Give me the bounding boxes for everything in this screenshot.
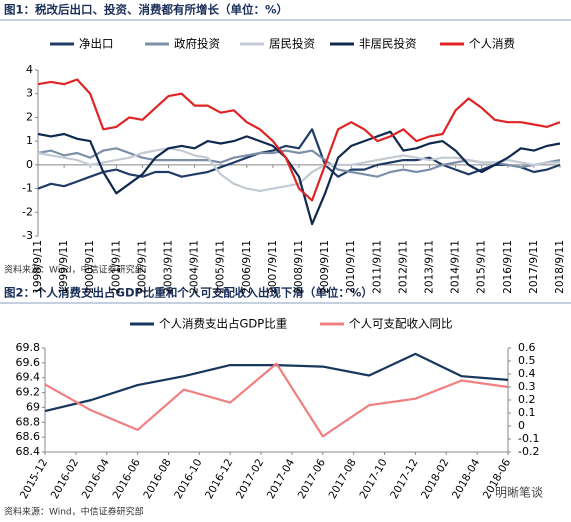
legend-label: 非居民投资 [359,37,417,51]
x-tick-label: 2016/9/11 [502,240,514,294]
series-line [37,147,560,192]
x-tick-label: 2007/9/11 [267,240,279,294]
y2-tick-label: 0.2 [518,393,536,406]
legend-label: 政府投资 [174,37,220,51]
x-tick-label: 2016-12 [203,457,235,501]
x-tick-label: 2000/9/11 [84,240,96,294]
x-tick-label: 2018/9/11 [554,240,566,294]
x-tick-label: 2017-02 [234,457,266,501]
y-tick-label: -2 [22,205,33,218]
x-tick-label: 2006/9/11 [241,240,253,294]
x-tick-label: 2015-12 [18,457,50,501]
source-note: 资料来源：Wind，中信证券研究部 [4,506,144,518]
x-tick-label: 1999/9/11 [58,240,70,294]
x-tick-label: 2001/9/11 [110,240,122,294]
series-line [44,352,509,413]
x-tick-label: 2014/9/11 [450,240,462,294]
x-tick-label: 2015/9/11 [476,240,488,294]
y-tick-label: 4 [26,63,33,76]
legend-label: 居民投资 [269,37,315,51]
x-tick-label: 2009/9/11 [319,240,331,294]
chart-title: 图1：税改后出口、投资、消费都有所增长（单位：%） [4,3,288,17]
y2-tick-label: 0.6 [518,341,536,354]
y2-tick-label: 0.1 [518,406,536,419]
y2-tick-label: 0.5 [518,354,536,367]
x-tick-label: 2011/9/11 [371,240,383,294]
y-tick-label: 68.4 [16,445,41,458]
x-tick-label: 2016-04 [80,457,112,501]
series-line [37,128,561,190]
y-tick-label: -3 [22,229,33,242]
x-tick-label: 2013/9/11 [424,240,436,294]
x-tick-label: 2017/9/11 [528,240,540,294]
y-tick-label: 1 [26,134,33,147]
y-tick-label: 68.6 [16,430,41,443]
x-tick-label: 2017-08 [327,457,359,501]
x-tick-label: 2017-04 [265,457,297,501]
x-tick-label: 2017-06 [296,457,328,501]
x-tick-label: 2018-04 [450,457,482,501]
x-tick-label: 2018-02 [419,457,451,501]
y-tick-label: 69.6 [16,356,41,369]
series-line [44,362,509,438]
x-tick-label: 2005/9/11 [215,240,227,294]
y2-tick-label: 0.4 [518,367,536,380]
watermark: 明晰笔谈 [495,485,543,500]
y-tick-label: -1 [22,182,33,195]
x-tick-label: 2010/9/11 [345,240,357,294]
x-tick-label: 2016-02 [49,457,81,501]
y-tick-label: 69.8 [16,341,41,354]
chart-title: 图2：个人消费支出占GDP比重和个人可支配收入出现下滑（单位：%） [4,286,373,300]
x-tick-label: 2017-12 [388,457,420,501]
x-tick-label: 2002/9/11 [136,240,148,294]
y-tick-label: 68.8 [16,415,41,428]
y2-tick-label: -0.1 [518,432,539,445]
x-tick-label: 2017-10 [357,457,389,501]
legend-label: 个人可支配收入同比 [349,317,453,331]
series-line [37,130,561,226]
x-tick-label: 2016-08 [141,457,173,501]
y-tick-label: 3 [26,87,33,100]
x-tick-label: 2003/9/11 [163,240,175,294]
series-line [37,78,561,202]
y2-tick-label: 0 [518,419,525,432]
x-tick-label: 1998/9/11 [32,240,44,294]
y2-tick-label: -0.2 [518,445,539,458]
y2-tick-label: 0.3 [518,380,536,393]
y-tick-label: 69.2 [16,386,41,399]
y-tick-label: 0 [26,158,33,171]
y-tick-label: 2 [26,110,33,123]
x-tick-label: 2004/9/11 [189,240,201,294]
y-tick-label: 69 [26,400,40,413]
legend-label: 个人消费支出占GDP比重 [159,317,287,331]
x-tick-label: 2008/9/11 [293,240,305,294]
x-tick-label: 2012/9/11 [397,240,409,294]
legend-label: 个人消费 [469,37,515,51]
x-tick-label: 2016-06 [110,457,142,501]
source-note: 资料来源：Wind，中信证券研究部 [4,264,144,276]
x-tick-label: 2016-10 [172,457,204,501]
legend-label: 净出口 [79,37,114,51]
y-tick-label: 69.4 [16,371,41,384]
